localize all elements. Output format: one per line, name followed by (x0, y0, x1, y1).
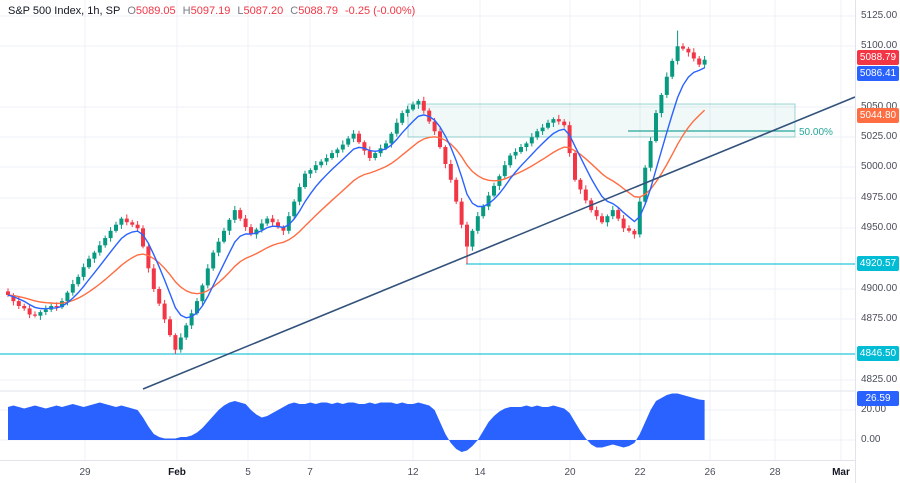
time-tick-label: 5 (245, 467, 251, 478)
ohlc-values: O5089.05 H5097.19 L5087.20 C5088.79 (120, 5, 338, 17)
supply-zone-rect[interactable] (407, 103, 796, 138)
time-tick-label: 7 (307, 467, 313, 478)
indicator-tick-label: 20.00 (861, 404, 887, 415)
ohlc-open-key: O (127, 5, 136, 17)
price-tick-label: 5125.00 (861, 10, 898, 21)
time-tick-label: 12 (407, 467, 419, 478)
price-tick-label: 4825.00 (861, 374, 898, 385)
fast-ma-badge: 5086.41 (857, 66, 899, 81)
ohlc-open-value: 5089.05 (135, 5, 176, 17)
fib-50-label: 50.00% (799, 127, 833, 138)
price-tick-label: 4975.00 (861, 192, 898, 203)
time-tick-label: Feb (168, 467, 186, 478)
time-axis[interactable]: 29 Feb 5 7 12 14 20 22 26 28 Mar (0, 460, 855, 483)
fast-ma-line (7, 67, 705, 319)
ohlc-low-value: 5087.20 (243, 5, 284, 17)
last-price-badge: 5088.79 (857, 50, 899, 65)
time-tick-label: 26 (704, 467, 716, 478)
time-tick-label: 20 (564, 467, 576, 478)
time-tick-label: 14 (474, 467, 486, 478)
symbol-title[interactable]: S&P 500 Index, 1h, SP (8, 5, 121, 17)
indicator-tick-label: 0.00 (861, 434, 881, 445)
price-tick-label: 4900.00 (861, 283, 898, 294)
ohlc-close-value: 5088.79 (298, 5, 338, 17)
ohlc-high-key: H (182, 5, 191, 17)
ohlc-high-value: 5097.19 (190, 5, 231, 17)
slow-ma-line (7, 109, 706, 305)
price-change: -0.25 (-0.00%) (344, 5, 416, 17)
time-tick-label: 22 (634, 467, 646, 478)
price-axis[interactable]: 5125.00 5100.00 5050.00 5025.00 5000.00 4975.… (855, 0, 900, 483)
price-tick-label: 4875.00 (861, 313, 898, 324)
level-badge-4920: 4920.57 (857, 256, 899, 271)
indicator-area (8, 393, 705, 452)
trend-line[interactable] (142, 96, 856, 390)
time-tick-label: 28 (769, 467, 781, 478)
price-tick-label: 5025.00 (861, 131, 898, 142)
level-badge-4846: 4846.50 (857, 346, 899, 361)
time-tick-label: 29 (79, 467, 91, 478)
price-tick-label: 5100.00 (861, 40, 898, 51)
indicator-badge: 26.59 (857, 391, 899, 406)
ohlc-low-key: L (237, 5, 244, 17)
ohlc-close-key: C (290, 5, 299, 17)
price-tick-label: 5050.00 (861, 101, 898, 112)
symbol-legend: S&P 500 Index, 1h, SP O5089.05 H5097.19 L50… (8, 5, 415, 17)
price-tick-label: 4950.00 (861, 222, 898, 233)
price-tick-label: 5000.00 (861, 161, 898, 172)
time-tick-label: Mar (832, 467, 850, 478)
slow-ma-badge: 5044.80 (857, 108, 899, 123)
